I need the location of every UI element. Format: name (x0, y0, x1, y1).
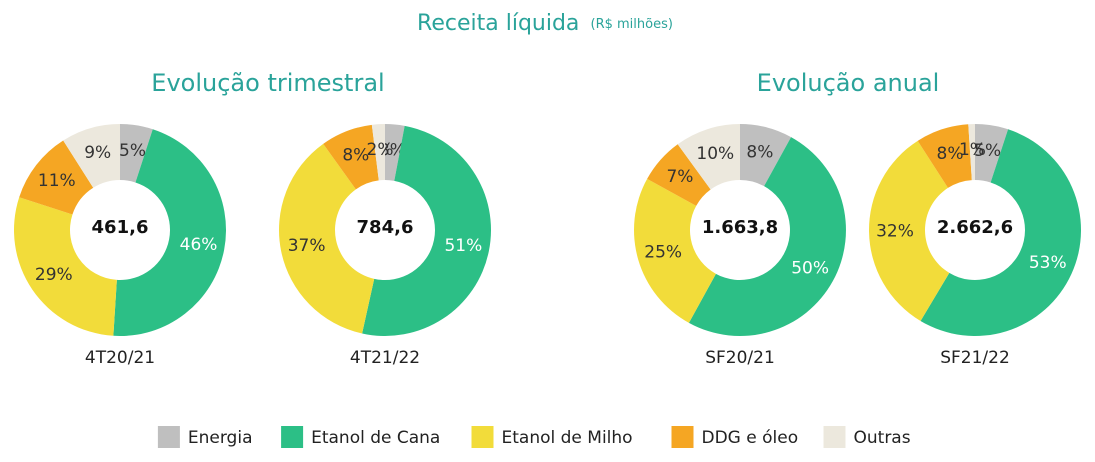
data-label: 8% (342, 146, 369, 166)
legend-label: Etanol de Cana (311, 428, 440, 448)
data-label: 50% (791, 259, 829, 279)
donut-segment (279, 143, 375, 334)
donut-segment (868, 140, 950, 321)
data-label: 9% (84, 143, 111, 163)
data-label: 5% (974, 141, 1001, 161)
donut-segment (113, 129, 227, 336)
data-label: 29% (35, 265, 73, 285)
data-label: 8% (746, 143, 773, 163)
data-label: 8% (937, 144, 964, 164)
center-total: 2.662,6 (937, 217, 1013, 238)
chart-label: SF20/21 (705, 348, 775, 368)
legend-label: Energia (188, 428, 253, 448)
chart-label: SF21/22 (940, 348, 1010, 368)
chart-subtitle: (R$ milhões) (591, 17, 673, 32)
donut-segment (371, 124, 385, 181)
data-label: 32% (876, 221, 914, 241)
legend-swatch (823, 426, 846, 448)
data-label: 1% (959, 140, 986, 160)
data-label: 5% (119, 141, 146, 161)
donut-segment (323, 124, 379, 190)
data-label: 2% (367, 140, 394, 160)
center-total: 784,6 (357, 217, 414, 238)
donut-segment (63, 124, 120, 188)
chart-label: 4T20/21 (85, 348, 155, 368)
legend-swatch (471, 426, 494, 448)
donut-segment (975, 124, 1009, 183)
legend-label: DDG e óleo (702, 428, 799, 448)
donut-segment (740, 124, 792, 187)
data-label: 37% (288, 236, 326, 256)
data-label: 7% (666, 167, 693, 187)
title-group: Receita líquida (R$ milhões) (417, 11, 673, 36)
legend-swatch (157, 426, 180, 448)
legend-label: Etanol de Milho (502, 428, 633, 448)
donut-segment (647, 144, 711, 206)
data-label: 46% (180, 235, 218, 255)
legend-label: Outras (854, 428, 911, 448)
donut-segment (634, 178, 716, 323)
data-label: 11% (38, 171, 76, 191)
donut-segment (968, 124, 975, 181)
chart-label: 4T21/22 (350, 348, 420, 368)
donut-segment (19, 140, 94, 215)
donut-segment (385, 124, 405, 181)
donut-segment (917, 124, 972, 188)
data-label: 51% (444, 236, 482, 256)
legend-swatch (671, 426, 694, 448)
data-label: 53% (1029, 253, 1067, 273)
donut-segment (14, 197, 117, 336)
group-title: Evolução anual (757, 69, 940, 97)
donut-segment (688, 137, 846, 336)
donut-segment (362, 125, 491, 336)
donut-segment (677, 123, 740, 190)
center-total: 461,6 (92, 217, 149, 238)
donut-segment (120, 124, 153, 183)
data-label: 10% (696, 144, 734, 164)
donut-segment (920, 129, 1082, 337)
legend-swatch (281, 426, 304, 448)
group-title: Evolução trimestral (151, 69, 384, 97)
chart-title: Receita líquida (417, 11, 579, 36)
data-label: 25% (644, 242, 682, 262)
center-total: 1.663,8 (702, 217, 778, 238)
